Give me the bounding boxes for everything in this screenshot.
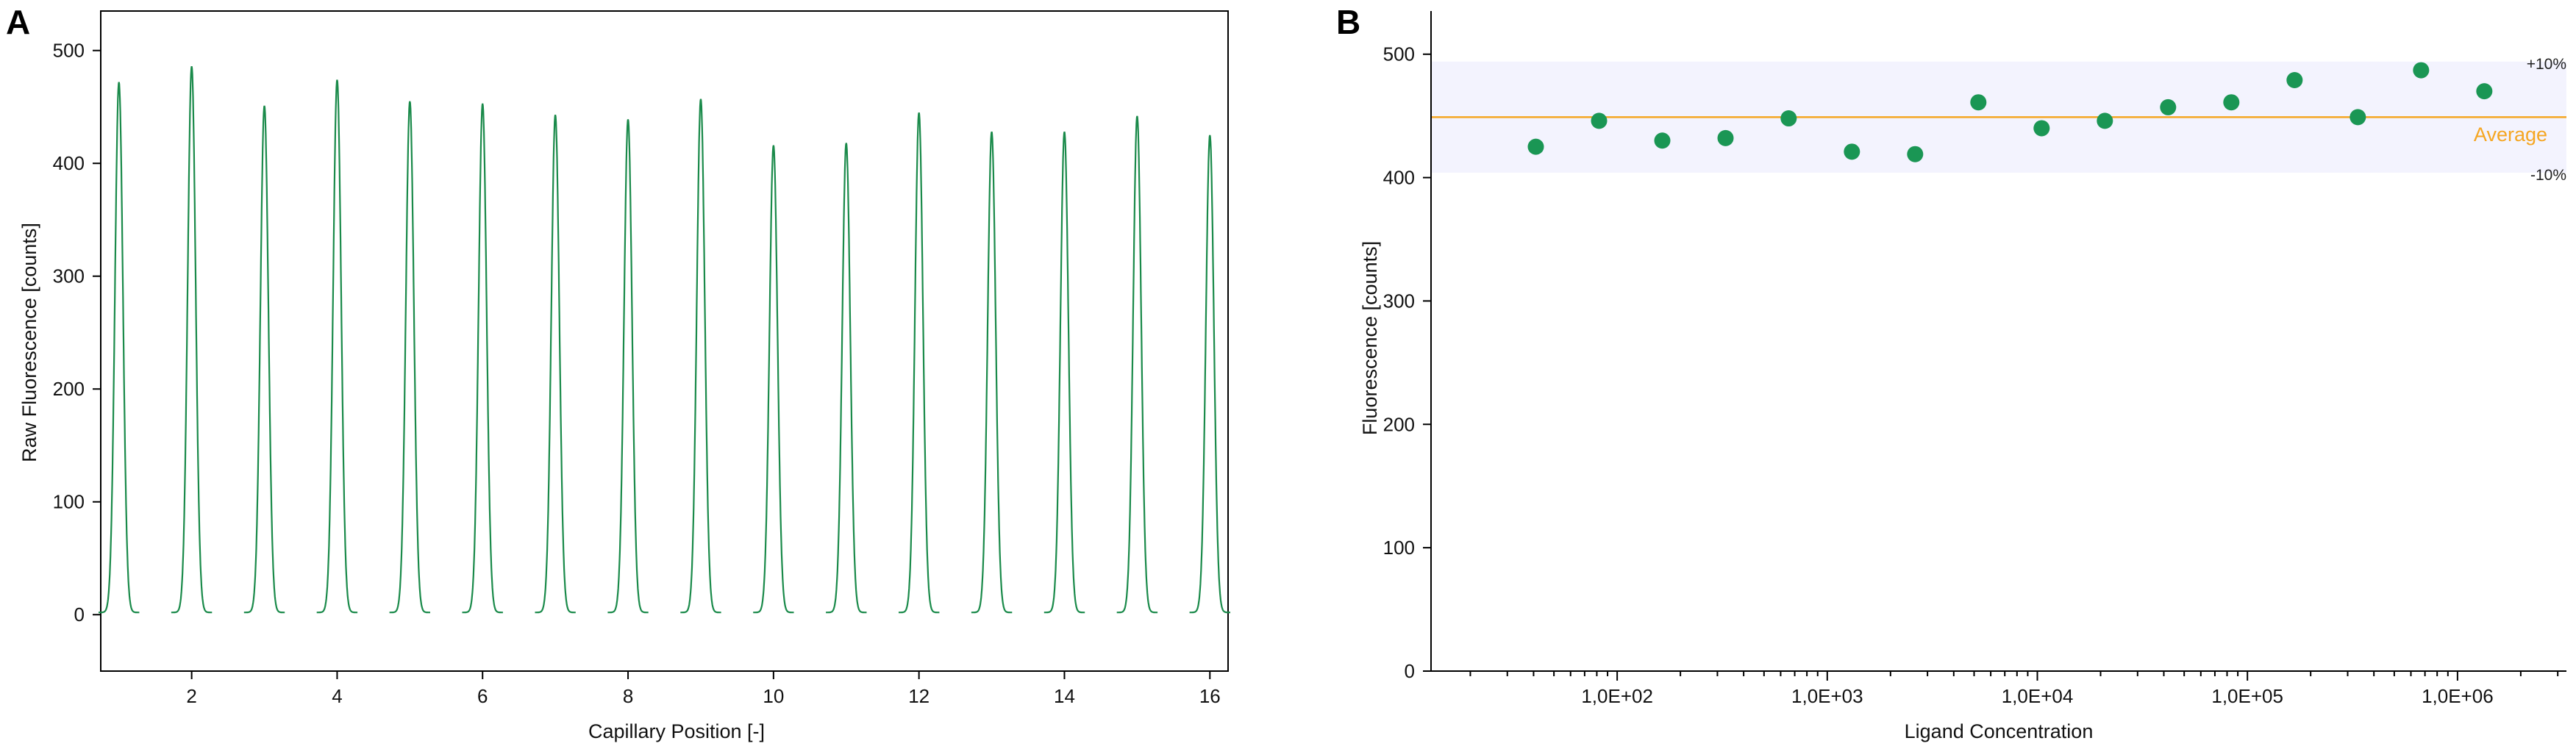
peak-4 [316,79,358,614]
panel-b-letter: B [1336,3,1360,41]
panel-b-band-group [1431,61,2566,173]
x-tick-label: 1,0E+06 [2422,685,2494,707]
peak-9 [680,98,721,614]
x-tick-label: 1,0E+03 [1791,685,1863,707]
x-tick-label: 1,0E+02 [1581,685,1653,707]
panel-a-letter: A [6,3,30,41]
panel-a-plot-area [99,10,1230,672]
data-point-4 [1717,129,1734,146]
y-tick-label: 500 [1383,43,1415,65]
peak-2 [171,65,213,614]
x-tick-label: 2 [186,685,196,707]
data-point-6 [1844,143,1860,160]
data-point-14 [2350,109,2366,126]
band-upper-label: +10% [2527,56,2566,73]
data-point-8 [1970,94,1987,111]
peak-7 [535,114,576,614]
peak-16 [1189,135,1230,614]
panel-a-x-ticks: 2 4 6 8 10 12 14 16 [186,671,1221,707]
y-tick-label: 200 [53,378,85,400]
panel-a: A 2 4 6 8 10 12 14 16 0 100 200 300 400 500 Capillar… [6,3,1230,742]
band-lower-label: -10% [2530,167,2566,184]
peak-8 [607,119,649,614]
y-tick-label: 500 [53,40,85,62]
panel-a-y-axis-title: Raw Fluorescence [counts] [18,223,40,462]
x-tick-label: 1,0E+05 [2211,685,2283,707]
peak-12 [899,112,940,614]
x-tick-label: 16 [1199,685,1221,707]
y-tick-label: 100 [1383,537,1415,559]
peak-5 [389,101,430,614]
panel-b-y-ticks: 0 100 200 300 400 500 [1383,43,1431,682]
x-tick-label: 4 [332,685,342,707]
data-point-12 [2223,94,2240,111]
panel-b-x-axis-title: Ligand Concentration [1905,720,2094,742]
peak-13 [971,131,1013,614]
data-point-10 [2097,112,2113,129]
peak-11 [826,143,867,614]
data-point-13 [2286,71,2303,88]
x-tick-label: 8 [623,685,633,707]
panel-a-y-ticks: 0 100 200 300 400 500 [53,40,101,626]
peak-15 [1116,115,1158,614]
data-point-2 [1591,112,1608,129]
panel-a-frame [100,10,1229,672]
y-tick-label: 200 [1383,413,1415,435]
y-tick-label: 300 [53,265,85,287]
y-tick-label: 400 [1383,167,1415,189]
y-tick-label: 100 [53,491,85,513]
data-point-9 [2033,120,2050,137]
y-tick-label: 400 [53,152,85,174]
data-point-15 [2413,62,2430,79]
panel-a-x-axis-title: Capillary Position [-] [588,720,765,742]
x-tick-label: 6 [477,685,488,707]
data-point-7 [1907,146,1924,162]
data-point-5 [1780,110,1797,127]
peak-10 [753,145,794,614]
panel-b-x-ticks: 1,0E+02 1,0E+03 1,0E+04 1,0E+05 1,0E+06 [1469,671,2559,707]
panel-b-y-axis-title: Fluorescence [counts] [1359,241,1381,435]
data-point-1 [1527,138,1544,155]
x-tick-label: 1,0E+04 [2002,685,2074,707]
peak-3 [243,105,285,614]
peak-1 [99,82,140,614]
panel-b-plot-area [1430,11,2566,672]
y-tick-label: 0 [1405,660,1415,682]
x-tick-label: 10 [763,685,784,707]
peak-6 [462,103,503,614]
data-point-11 [2160,98,2177,115]
data-point-3 [1654,132,1671,149]
y-tick-label: 0 [74,603,85,626]
panel-b: B 1,0E+02 1,0E+03 1,0E+04 1,0E+05 1,0E+06 0 1… [1336,3,2566,742]
peak-14 [1043,131,1085,614]
average-label: Average [2474,123,2547,146]
y-tick-label: 300 [1383,290,1415,312]
x-tick-label: 12 [908,685,930,707]
x-tick-label: 14 [1054,685,1075,707]
data-point-16 [2476,83,2493,100]
